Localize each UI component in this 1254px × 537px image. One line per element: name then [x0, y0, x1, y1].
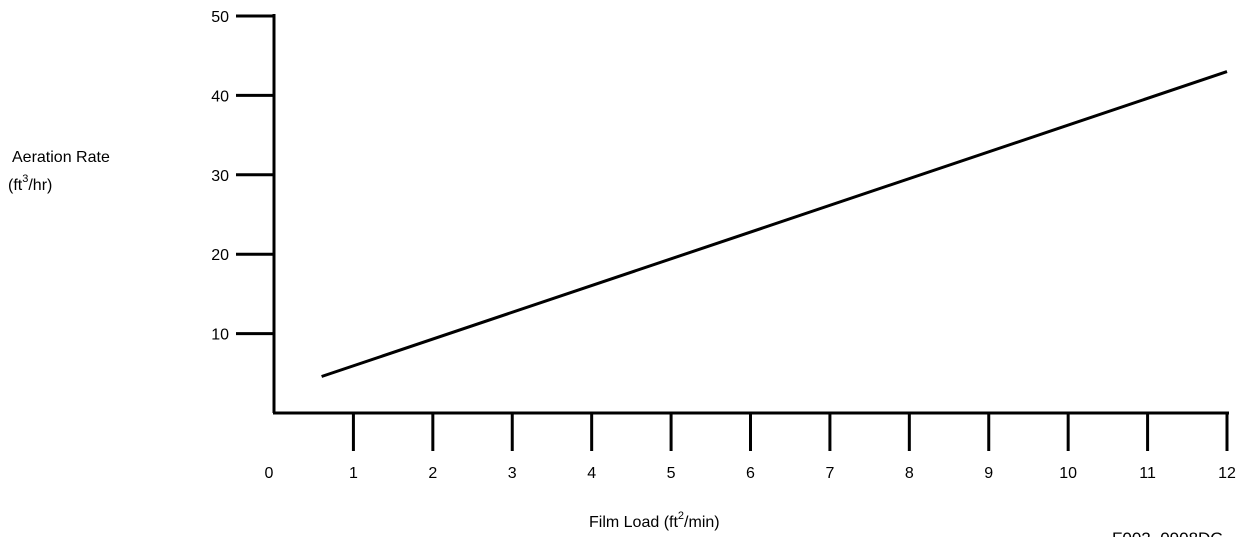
y-axis-title-unit-prefix: (ft: [8, 177, 23, 194]
x-axis-title-prefix: Film Load (ft: [589, 514, 678, 531]
x-tick-label: 3: [508, 465, 517, 482]
y-tick-label: 40: [211, 88, 229, 105]
x-axis-title: Film Load (ft2/min): [589, 510, 720, 531]
x-tick-label: 8: [905, 465, 914, 482]
x-tick-label: 6: [746, 465, 755, 482]
x-tick-label: 11: [1139, 465, 1156, 482]
y-axis-title-unit-suffix: /hr): [28, 177, 52, 194]
series-layer: [321, 70, 1228, 378]
x-axis-title-sup: 2: [678, 510, 684, 522]
y-tick-label: 30: [211, 168, 229, 185]
y-axis-title-line1: Aeration Rate: [12, 149, 110, 166]
x-tick-label: 10: [1059, 465, 1077, 482]
y-tick-label: 20: [211, 247, 229, 264]
x-tick-label: 1: [349, 465, 358, 482]
x-axis-title-suffix: /min): [684, 514, 720, 531]
series-line: [321, 70, 1228, 378]
x-tick-label: 7: [825, 465, 834, 482]
x-tick-label: 5: [667, 465, 676, 482]
figure-code: F002_0908DG: [1112, 529, 1224, 537]
x-tick-label: 2: [428, 465, 437, 482]
axes: [272, 14, 1229, 415]
x-tick-label: 0: [265, 465, 274, 482]
x-tick-label: 4: [587, 465, 596, 482]
x-axis-ticks: 0 1 2 3 4 5 6 7 8 9 10 11 12: [265, 413, 1236, 482]
y-axis-ticks: 10 20 30 40 50: [211, 9, 274, 344]
y-axis-title-line2: (ft3/hr): [8, 173, 52, 194]
x-tick-label: 9: [984, 465, 993, 482]
y-tick-label: 10: [211, 327, 229, 344]
y-tick-label: 50: [211, 9, 229, 26]
y-axis-title-unit-sup: 3: [22, 173, 28, 185]
x-tick-label: 12: [1218, 465, 1236, 482]
